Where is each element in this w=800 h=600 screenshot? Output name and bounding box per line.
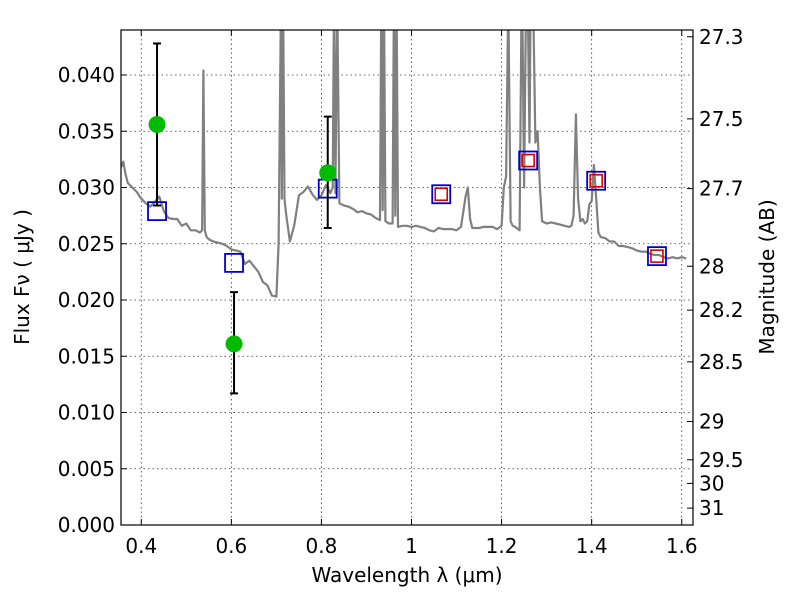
x-tick-label: 1	[405, 534, 418, 558]
y2-tick-label: 31	[699, 496, 724, 520]
detection-point	[148, 116, 166, 133]
model-photometry-square	[586, 170, 607, 191]
y-axis-label: Flux Fν ( μJy )	[10, 209, 34, 345]
y-tick-label: 0.030	[58, 176, 115, 200]
y-tick-label: 0.000	[58, 513, 115, 537]
y2-tick-label: 27.3	[699, 25, 744, 49]
x-tick-label: 0.4	[125, 534, 157, 558]
observed-photometry-square	[650, 249, 664, 263]
y-tick-label: 0.025	[58, 232, 115, 256]
grid	[121, 30, 693, 526]
y-tick-label: 0.040	[58, 63, 115, 87]
y-tick-label: 0.015	[58, 344, 115, 368]
y-tick-label: 0.010	[58, 401, 115, 425]
observed-photometry-square	[434, 187, 449, 202]
detection-point	[225, 335, 243, 353]
plot-frame	[120, 29, 694, 526]
x-tick-label: 0.6	[215, 534, 247, 558]
y2-tick-label: 27.5	[699, 107, 744, 131]
model-photometry-square	[518, 150, 539, 171]
x-axis-label: Wavelength λ (μm)	[311, 563, 502, 587]
y2-tick-label: 29.5	[699, 448, 744, 472]
y-tick-label: 0.035	[58, 119, 115, 143]
model-photometry-square	[431, 184, 452, 205]
detection-point	[319, 164, 337, 182]
model-photometry-square	[224, 252, 244, 273]
y-tick-label: 0.005	[58, 457, 115, 481]
y2-tick-label: 30	[699, 471, 724, 495]
axis-ticks: 0.4 0.6 0.8 1 1.2 1.4 1.6 0.000 0.005 0.010 0.015 0…	[58, 25, 744, 558]
model-photometry-square	[647, 246, 667, 267]
observed-photometry-square	[521, 153, 535, 168]
y2-tick-label: 28	[699, 254, 724, 278]
x-tick-label: 1.4	[576, 534, 608, 558]
plot-area	[121, 30, 687, 395]
x-tick-label: 1.6	[666, 534, 698, 558]
y-tick-label: 0.020	[58, 288, 115, 312]
model-spectrum-line	[121, 30, 687, 298]
y2-tick-label: 27.7	[699, 177, 744, 201]
observed-photometry-square	[589, 173, 603, 188]
x-tick-label: 1.2	[486, 534, 518, 558]
x-tick-label: 0.8	[306, 534, 338, 558]
y2-tick-label: 28.2	[699, 298, 744, 322]
y2-tick-label: 29	[699, 410, 724, 434]
y2-axis-label: Magnitude (AB)	[755, 199, 779, 354]
y2-tick-label: 28.5	[699, 350, 744, 374]
